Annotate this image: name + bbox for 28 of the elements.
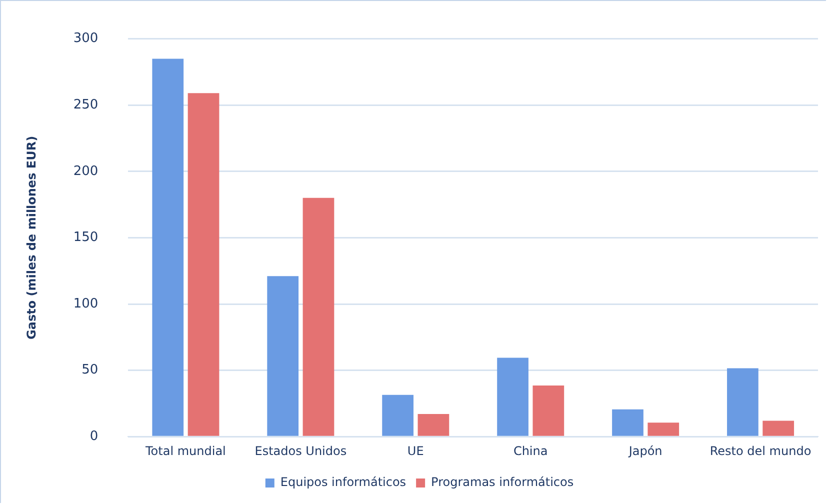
bar [152, 58, 184, 436]
x-tick-label: Estados Unidos [254, 444, 347, 458]
y-tick-label: 0 [90, 428, 98, 444]
x-tick-label: Resto del mundo [710, 444, 812, 458]
bar [302, 198, 334, 436]
bar [762, 420, 794, 436]
y-tick-label: 250 [73, 97, 98, 112]
bar [612, 409, 644, 436]
y-tick-label: 200 [73, 164, 98, 179]
legend-label: Programas informáticos [431, 475, 574, 490]
bar [267, 276, 299, 436]
bar [727, 368, 758, 436]
bar [188, 93, 220, 436]
y-axis-title: Gasto (miles de millones EUR) [24, 136, 38, 340]
x-tick-label: UE [407, 444, 424, 458]
bar [497, 358, 528, 436]
x-tick-label: Japón [628, 444, 662, 458]
y-tick-label: 50 [82, 362, 98, 378]
bar [382, 394, 414, 436]
bar [532, 386, 564, 436]
bar [648, 422, 680, 436]
y-tick-label: 100 [73, 296, 98, 312]
legend-label: Equipos informáticos [280, 475, 406, 490]
x-tick-label: Total mundial [144, 444, 226, 458]
bar [418, 414, 450, 436]
x-tick-label: China [513, 444, 548, 458]
y-tick-label: 150 [73, 230, 98, 246]
y-tick-label: 300 [73, 31, 98, 46]
